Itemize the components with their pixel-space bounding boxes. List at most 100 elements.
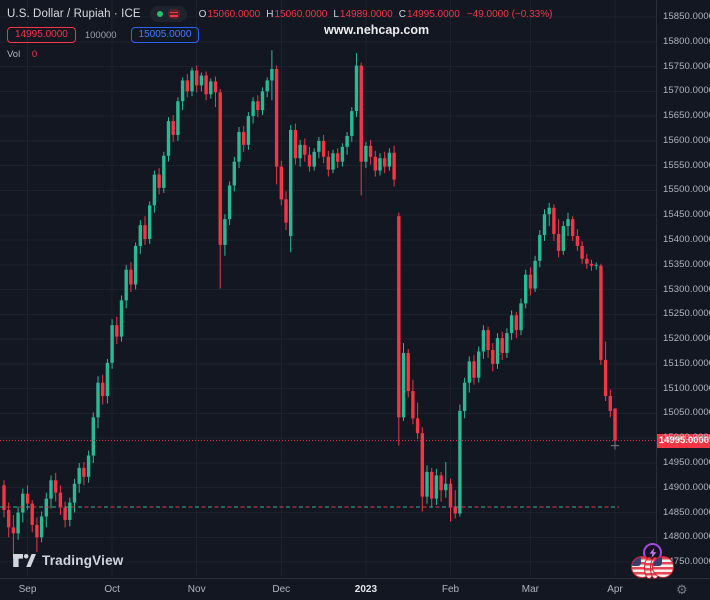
- candle-body: [54, 480, 58, 493]
- time-axis-label: Nov: [187, 584, 206, 595]
- candle-body: [237, 131, 241, 162]
- candle-body: [303, 144, 307, 155]
- candle-body: [251, 101, 255, 117]
- candle-body: [185, 80, 189, 92]
- candle-body: [336, 153, 340, 162]
- time-axis-label: Mar: [521, 584, 540, 595]
- candle-body: [96, 382, 100, 418]
- price-axis-label: 15450.0000: [663, 209, 710, 221]
- price-axis-label: 15850.0000: [663, 11, 710, 22]
- price-axis-label: 15000.0000: [663, 432, 710, 444]
- candle-body: [392, 152, 396, 180]
- candle-body: [209, 81, 213, 95]
- candle-body: [133, 245, 138, 285]
- open-label: O: [198, 8, 207, 20]
- candle-body: [77, 467, 81, 484]
- candle-body: [603, 359, 608, 397]
- price-axis-label: 15750.0000: [663, 60, 710, 72]
- time-axis-label: Apr: [607, 584, 623, 595]
- candlestick-chart-pane[interactable]: [0, 0, 656, 577]
- candle-body: [312, 151, 316, 167]
- candle-body: [11, 527, 16, 534]
- market-status-pill[interactable]: [149, 6, 187, 22]
- candle-body: [270, 69, 274, 81]
- current-price-label: 14995.0000: [657, 433, 710, 448]
- price-axis-label: 14950.0000: [663, 456, 710, 468]
- price-axis-label: 15600.0000: [663, 134, 710, 146]
- candle-body: [119, 300, 124, 337]
- candle-body: [354, 65, 359, 112]
- candle-body: [561, 226, 565, 251]
- symbol-header: U.S. Dollar / Rupiah · ICE O15060.0000 H…: [7, 6, 552, 60]
- volume-readout: Vol 0: [7, 49, 552, 60]
- price-axis-label: 15700.0000: [663, 85, 710, 97]
- candle-body: [265, 80, 269, 92]
- candle-body: [279, 166, 283, 200]
- price-axis-label: 15150.0000: [663, 357, 710, 369]
- tradingview-logo-text: TradingView: [42, 553, 124, 568]
- time-axis-label: Oct: [104, 584, 120, 595]
- candle-body: [166, 121, 171, 156]
- candle-body: [594, 264, 598, 266]
- candle-body: [326, 156, 330, 170]
- time-axis[interactable]: ⚙ Sep Oct Nov Dec 2023 Feb Mar Apr: [0, 578, 710, 600]
- candle-body: [176, 101, 180, 135]
- candle-body: [575, 236, 580, 246]
- candle-body: [39, 516, 44, 538]
- candle-body: [86, 455, 91, 477]
- change-value: −49.0000 (−0.33%): [466, 8, 553, 20]
- candle-body: [364, 145, 368, 162]
- candle-body: [30, 503, 34, 525]
- price-axis-label: 15050.0000: [663, 407, 710, 419]
- candle-body: [383, 158, 387, 167]
- candle-body: [110, 325, 114, 363]
- candle-body: [49, 480, 53, 499]
- candle-body: [289, 129, 293, 237]
- time-axis-label: 2023: [354, 584, 378, 595]
- candle-body: [350, 111, 354, 136]
- candle-body: [274, 69, 279, 167]
- candle-body: [608, 396, 612, 411]
- candle-body: [213, 81, 218, 93]
- candle-body: [401, 352, 406, 418]
- candle-body: [25, 493, 30, 504]
- candle-body: [453, 506, 457, 514]
- price-axis-label: 15250.0000: [663, 308, 710, 320]
- candle-body: [406, 352, 410, 392]
- candle-body: [415, 418, 420, 434]
- tradingview-logo[interactable]: TradingView: [13, 553, 123, 568]
- settings-gear-icon[interactable]: ⚙: [676, 582, 688, 597]
- candle-body: [157, 174, 161, 188]
- symbol-title[interactable]: U.S. Dollar / Rupiah · ICE: [7, 8, 141, 20]
- candle-body: [345, 135, 349, 147]
- candle-body: [387, 152, 392, 167]
- volume-label: Vol: [7, 49, 21, 60]
- candle-body: [589, 263, 594, 266]
- buy-ask-button[interactable]: 15005.0000: [130, 27, 200, 43]
- price-axis-label: 15350.0000: [663, 258, 710, 270]
- candle-body: [538, 235, 542, 261]
- candle-body: [444, 483, 448, 491]
- candle-body: [448, 483, 453, 507]
- candle-body: [373, 156, 377, 171]
- candle-body: [439, 475, 443, 491]
- price-axis[interactable]: 14995.0000 15850.0000 15800.0000 15750.000…: [656, 0, 710, 577]
- candle-body: [2, 485, 6, 511]
- candle-body: [199, 75, 204, 86]
- candle-body: [190, 70, 194, 92]
- price-axis-label: 15500.0000: [663, 184, 710, 196]
- quote-size: 100000: [84, 29, 117, 41]
- candle-body: [505, 333, 509, 353]
- candle-body: [21, 493, 25, 513]
- candle-body: [246, 116, 251, 145]
- candle-body: [129, 269, 133, 285]
- candle-body: [491, 349, 495, 364]
- sell-bid-button[interactable]: 14995.0000: [7, 27, 76, 43]
- candle-body: [58, 492, 63, 508]
- candle-body: [195, 70, 199, 86]
- candle-body: [152, 174, 157, 206]
- candle-body: [298, 144, 302, 159]
- delayed-data-icon: [167, 9, 180, 19]
- candle-body: [82, 467, 86, 477]
- candle-body: [101, 382, 105, 397]
